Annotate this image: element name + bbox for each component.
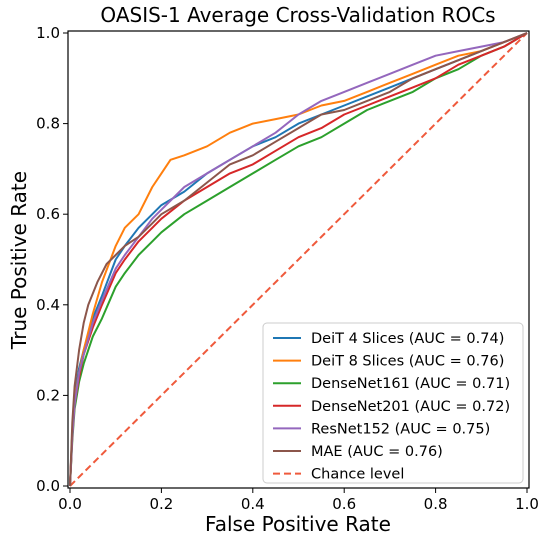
y-tick-label: 0.2 xyxy=(36,386,60,404)
legend-label: DeiT 4 Slices (AUC = 0.74) xyxy=(311,331,504,347)
series-line-4 xyxy=(69,32,528,487)
y-tick-label: 0.4 xyxy=(36,296,60,314)
x-tick-label: 0.4 xyxy=(241,495,265,513)
legend: DeiT 4 Slices (AUC = 0.74) DeiT 8 Slices … xyxy=(262,322,524,484)
y-tick-label: 0.6 xyxy=(36,205,60,223)
legend-label: DenseNet161 (AUC = 0.71) xyxy=(311,376,510,392)
x-tick-label: 0.2 xyxy=(149,495,173,513)
chance-level-line xyxy=(69,32,528,487)
series-line-5 xyxy=(69,32,528,487)
series-line-2 xyxy=(69,32,528,487)
y-axis-label: True Positive Rate xyxy=(7,171,31,350)
x-tick-label: 0.0 xyxy=(58,495,82,513)
legend-label: ResNet152 (AUC = 0.75) xyxy=(311,421,490,437)
x-axis-ticks: 0.0 0.2 0.4 0.6 0.8 1.0 xyxy=(58,488,539,513)
y-tick-label: 0.8 xyxy=(36,115,60,133)
y-axis-ticks: 0.0 0.2 0.4 0.6 0.8 1.0 xyxy=(36,24,68,495)
x-tick-label: 1.0 xyxy=(515,495,539,513)
legend-label: DenseNet201 (AUC = 0.72) xyxy=(311,399,510,415)
legend-label: Chance level xyxy=(311,467,404,483)
x-tick-label: 0.6 xyxy=(332,495,356,513)
chart-title: OASIS-1 Average Cross-Validation ROCs xyxy=(100,3,495,27)
legend-label: DeiT 8 Slices (AUC = 0.76) xyxy=(311,354,504,370)
axes-frame xyxy=(67,30,530,489)
x-axis-label: False Positive Rate xyxy=(205,512,391,536)
plot-area xyxy=(67,30,530,489)
legend-box xyxy=(262,322,524,484)
y-tick-label: 1.0 xyxy=(36,24,60,42)
y-tick-label: 0.0 xyxy=(36,477,60,495)
legend-label: MAE (AUC = 0.76) xyxy=(311,444,443,460)
series-line-1 xyxy=(69,32,528,487)
x-tick-label: 0.8 xyxy=(424,495,448,513)
